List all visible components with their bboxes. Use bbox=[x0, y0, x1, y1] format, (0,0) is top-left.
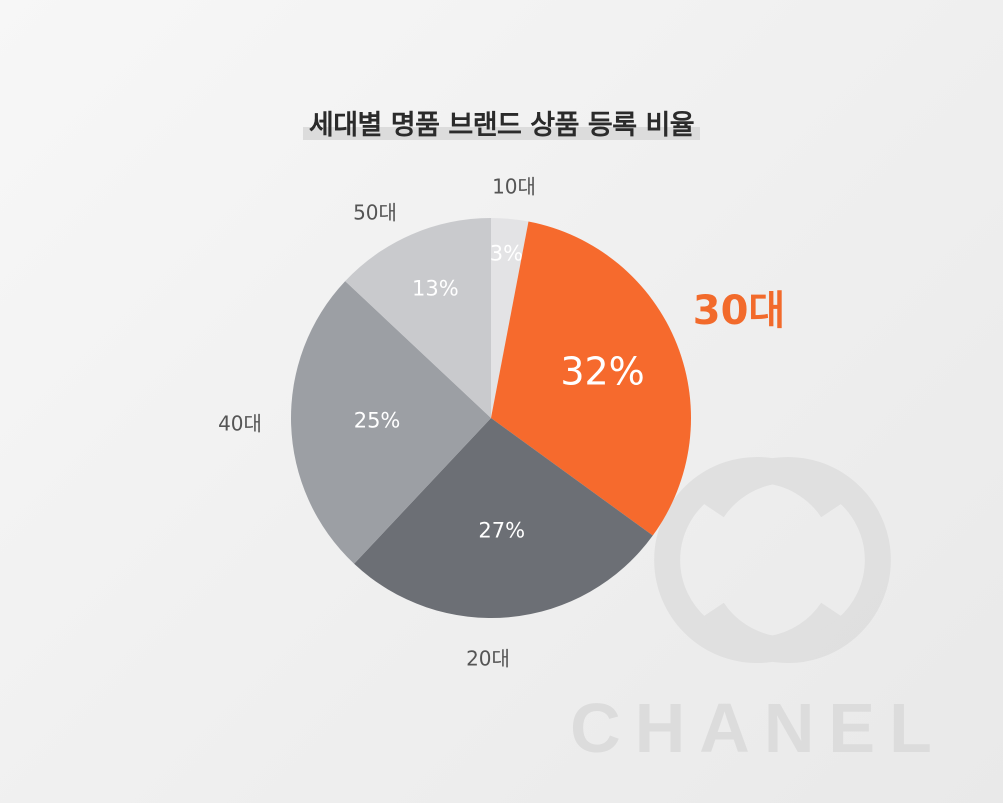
slice-category-label: 40대 bbox=[218, 412, 262, 436]
pie-slice-50대 bbox=[345, 218, 491, 418]
slice-category-label: 10대 bbox=[492, 175, 536, 199]
pie-slice-30대 bbox=[491, 221, 691, 536]
slice-value-label: 27% bbox=[478, 518, 525, 542]
chanel-logo-text: CHANEL bbox=[570, 689, 946, 767]
slice-category-label: 50대 bbox=[353, 201, 397, 225]
slice-category-label: 20대 bbox=[466, 647, 510, 671]
pie-slice-40대 bbox=[291, 281, 491, 564]
pie-slice-10대 bbox=[491, 218, 529, 418]
slice-value-label: 25% bbox=[354, 409, 401, 433]
chart-title: 세대별 명품 브랜드 상품 등록 비율 bbox=[302, 103, 701, 142]
slice-value-label: 13% bbox=[412, 277, 459, 301]
slice-value-label: 3% bbox=[490, 242, 523, 266]
slice-value-label: 32% bbox=[560, 349, 644, 393]
pie-slice-20대 bbox=[354, 418, 653, 618]
slice-category-label: 30대 bbox=[693, 288, 785, 334]
chart-title-wrap: 세대별 명품 브랜드 상품 등록 비율 bbox=[0, 103, 1003, 142]
